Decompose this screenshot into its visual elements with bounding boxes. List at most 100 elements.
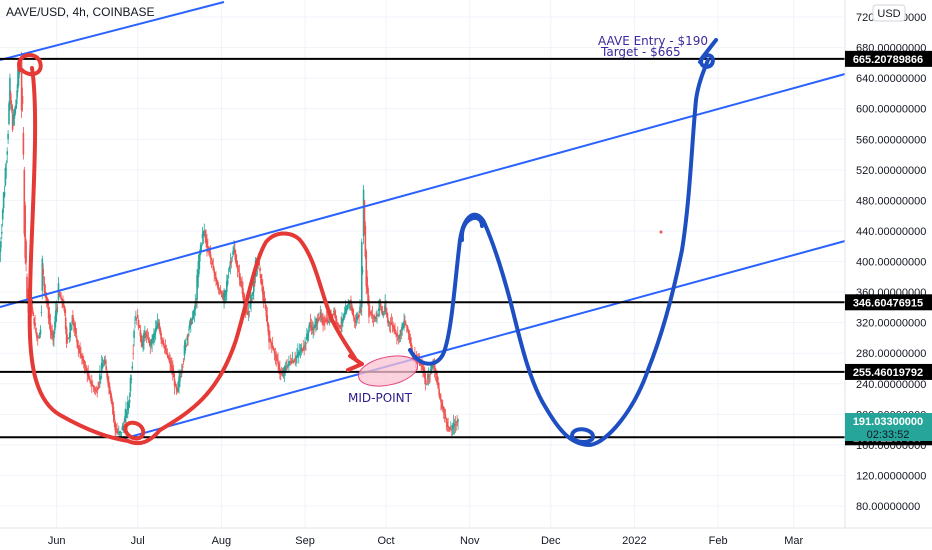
candle-body: [193, 309, 196, 315]
candle-body: [117, 431, 120, 434]
candle-body: [138, 325, 141, 328]
candle-body: [261, 280, 263, 286]
candle-body: [357, 317, 359, 319]
candle-body: [127, 403, 130, 407]
candle-body: [452, 422, 455, 429]
candle-body: [39, 329, 42, 335]
candle-body: [212, 265, 215, 271]
candle-body: [320, 314, 323, 318]
candle-body: [392, 325, 395, 327]
candle-body: [286, 367, 288, 369]
candle-body: [54, 310, 57, 323]
candle-body: [456, 421, 458, 423]
candle-body: [345, 306, 348, 313]
candle-body: [305, 343, 307, 344]
candle-body: [42, 269, 44, 275]
candle-body: [386, 312, 388, 318]
candle-body: [113, 414, 116, 421]
candle-body: [134, 322, 136, 324]
candle-body: [16, 90, 18, 99]
trend-channel[interactable]: [0, 1, 846, 440]
candle-body: [450, 429, 453, 430]
candle-body: [152, 335, 154, 341]
candle-body: [247, 311, 250, 315]
candle-body: [435, 372, 438, 376]
red-top-loop: [17, 53, 43, 77]
candle-body: [243, 294, 245, 305]
candle-body: [1, 210, 4, 220]
midpoint-ellipse: [358, 355, 418, 387]
candle-body: [378, 300, 381, 308]
candle-body: [21, 95, 24, 104]
candle-body: [396, 335, 399, 337]
candle-body: [165, 350, 168, 354]
candle-body: [148, 340, 151, 343]
candle-body: [157, 322, 160, 326]
candle-body: [383, 310, 386, 313]
candle-body: [236, 265, 239, 269]
candle-body: [429, 373, 431, 376]
candle-body: [70, 327, 72, 331]
price-tick-label: 440.00000000: [856, 226, 926, 238]
candle-body: [449, 428, 451, 430]
candle-body: [428, 376, 431, 377]
candle-body: [323, 322, 325, 324]
candle-body: [448, 427, 450, 429]
candle-body: [307, 331, 310, 333]
middle-channel-line[interactable]: [0, 73, 846, 308]
candle-body: [155, 326, 158, 331]
candle-body: [265, 309, 268, 317]
candle-body: [110, 396, 113, 404]
candle-body: [419, 363, 422, 366]
candle-body: [12, 113, 15, 124]
candle-body: [74, 330, 77, 334]
candle-body: [295, 356, 297, 359]
candle-body: [169, 360, 171, 364]
currency-badge[interactable]: USD: [872, 4, 906, 22]
upper-channel-line[interactable]: [0, 1, 225, 61]
candle-body: [424, 378, 427, 384]
candle-body: [36, 332, 38, 338]
candle-body: [233, 248, 235, 253]
candle-body: [34, 322, 36, 327]
candle-body: [61, 299, 63, 303]
candle-body: [88, 376, 90, 379]
candle-body: [36, 337, 39, 339]
candle-body: [290, 360, 293, 364]
candle-body: [239, 276, 242, 280]
candle-body: [126, 413, 128, 415]
candle-body: [7, 133, 9, 140]
candle-body: [401, 323, 404, 331]
candle-body: [63, 307, 66, 313]
candle-body: [132, 353, 134, 354]
candle-body: [266, 314, 269, 323]
lower-channel-line[interactable]: [121, 240, 846, 440]
candle-body: [388, 322, 391, 324]
candle-body: [369, 311, 371, 313]
candle-body: [216, 280, 218, 285]
time-axis[interactable]: Jun Jul Aug Sep Oct Nov Dec 2022 Feb Mar: [48, 535, 804, 547]
candle-body: [451, 425, 454, 429]
candle-body: [444, 414, 447, 419]
candle-body: [318, 317, 321, 319]
candle-body: [48, 314, 51, 323]
candle-body: [248, 311, 251, 313]
candle-body: [229, 261, 232, 266]
candle-body: [159, 327, 161, 334]
candle-body: [182, 360, 185, 362]
candle-body: [404, 322, 406, 324]
candle-body: [231, 257, 233, 259]
candle-body: [101, 365, 104, 369]
candle-body: [385, 307, 387, 313]
time-tick-label: Jun: [48, 535, 66, 547]
candle-body: [301, 349, 304, 352]
candle-body: [437, 382, 440, 389]
candle-body: [46, 302, 49, 306]
candle-body: [69, 322, 71, 338]
candle-body: [135, 318, 137, 321]
candle-body: [50, 330, 53, 333]
candle-body: [439, 395, 441, 400]
candle-body: [433, 364, 436, 369]
candle-body: [362, 189, 365, 237]
